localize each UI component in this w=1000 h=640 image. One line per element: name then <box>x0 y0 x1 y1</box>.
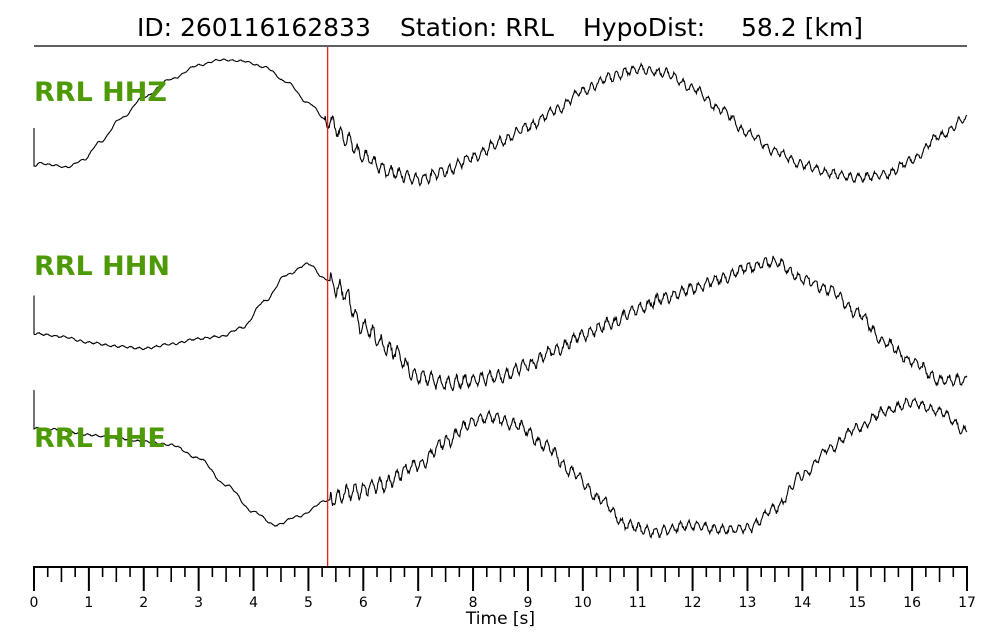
station-text: Station: RRL <box>400 13 554 42</box>
x-tick-label: 17 <box>958 595 976 611</box>
x-tick-label: 1 <box>84 595 93 611</box>
x-tick-label: 13 <box>739 595 757 611</box>
x-tick-label: 11 <box>629 595 647 611</box>
x-tick-label: 5 <box>304 595 313 611</box>
trace-rrl-hhn <box>33 255 968 392</box>
x-tick-label: 3 <box>194 595 203 611</box>
x-axis-label: Time [s] <box>465 609 535 629</box>
x-tick-label: 10 <box>574 595 592 611</box>
x-tick-label: 16 <box>903 595 921 611</box>
channel-label-group: RRL HHZ RRL HHN RRL HHE <box>34 77 170 454</box>
x-tick-label: 7 <box>414 595 423 611</box>
x-tick-label: 8 <box>469 595 478 611</box>
channel-label-rrl-hhz: RRL HHZ <box>34 77 167 108</box>
x-tick-label: 14 <box>793 595 811 611</box>
channel-label-rrl-hhe: RRL HHE <box>34 423 166 454</box>
trace-rrl-hhz <box>33 58 968 187</box>
x-tick-label: 2 <box>139 595 148 611</box>
x-tick-label: 0 <box>30 595 39 611</box>
x-tick-label: 4 <box>249 595 258 611</box>
time-axis: 0 1 2 3 4 5 6 7 8 9 10 11 12 13 14 15 16 17 <box>30 566 976 611</box>
x-tick-label: 12 <box>684 595 702 611</box>
x-tick-label: 9 <box>523 595 532 611</box>
hypodist-label: HypoDist: <box>583 13 705 42</box>
trace-rrl-hhe <box>33 390 968 539</box>
trace-group <box>33 58 968 539</box>
x-tick-label: 15 <box>848 595 866 611</box>
channel-label-rrl-hhn: RRL HHN <box>34 251 170 282</box>
hypodist-value: 58.2 [km] <box>741 13 863 42</box>
event-id-text: ID: 260116162833 <box>137 13 371 42</box>
x-tick-label: 6 <box>359 595 368 611</box>
